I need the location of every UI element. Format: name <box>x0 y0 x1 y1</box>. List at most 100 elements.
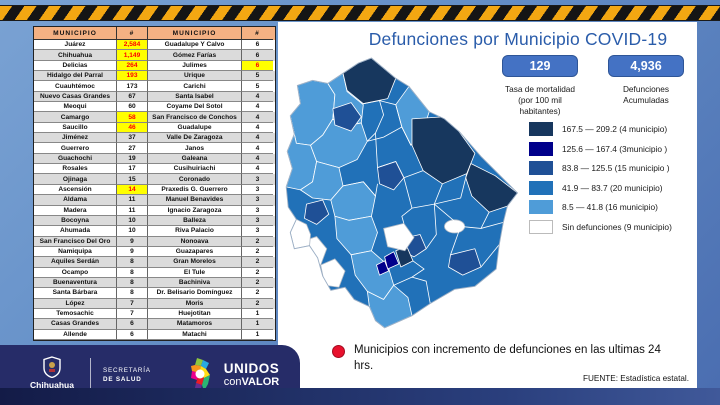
municipality-value-cell: 1,149 <box>117 50 148 61</box>
secretaria-salud-label: SECRETARÍA DE SALUD <box>103 366 151 383</box>
municipality-name-cell: Ahumada <box>34 226 117 237</box>
municipality-value-cell: 173 <box>117 81 148 92</box>
municipality-value-cell: 6 <box>117 319 148 330</box>
municipality-name-cell: Praxedis G. Guerrero <box>148 184 242 196</box>
municipality-name-cell: Saucillo <box>34 122 117 134</box>
legend-swatch-icon <box>529 180 553 195</box>
shield-icon <box>43 355 61 378</box>
municipality-value-cell: 4 <box>242 143 273 154</box>
legend-item: 167.5 — 209.2 (4 municipio) <box>529 122 672 136</box>
municipio-table-body: Juárez 2,584 Guadalupe Y Calvo 6 Chihuahua 1,… <box>34 40 275 340</box>
municipality-name-cell: Chihuahua <box>34 50 117 61</box>
legend-item: 8.5 — 41.8 (16 municipio) <box>529 200 672 214</box>
municipality-name-cell: Buenaventura <box>34 277 117 289</box>
legend-label: Sin defunciones (9 municipio) <box>562 221 672 232</box>
municipality-value-cell: 7 <box>117 308 148 320</box>
legend-label: 125.6 — 167.4 (3municipio ) <box>562 143 668 154</box>
municipality-value-cell: 193 <box>117 71 148 82</box>
municipality-name-cell: Santa Bárbara <box>34 288 117 299</box>
table-row: Ahumada 10 Riva Palacio 3 <box>34 226 275 237</box>
table-header-cell: # <box>242 27 273 40</box>
table-row: Ocampo 8 El Tule 2 <box>34 267 275 278</box>
table-row: Guachochi 19 Galeana 4 <box>34 153 275 165</box>
municipality-value-cell: 10 <box>117 215 148 227</box>
municipality-name-cell: Guazapares <box>148 246 242 258</box>
legend-swatch-icon <box>529 141 553 156</box>
municipality-name-cell: Delicias <box>34 60 117 72</box>
municipality-name-cell: Nonoava <box>148 236 242 247</box>
table-header-cell: # <box>117 27 148 40</box>
table-row: Ojinaga 15 Coronado 3 <box>34 174 275 185</box>
municipality-name-cell: Guachochi <box>34 153 117 165</box>
hazard-stripe <box>0 5 720 21</box>
municipality-value-cell: 4 <box>242 154 273 165</box>
municipality-value-cell: 2 <box>242 237 273 247</box>
municipality-value-cell: 8 <box>117 267 148 278</box>
municipality-name-cell: Dr. Belisario Domínguez <box>148 288 242 299</box>
unidos-text: UNIDOS conVALOR <box>223 361 280 388</box>
municipality-name-cell: San Francisco de Conchos <box>148 112 242 123</box>
municipality-value-cell: 2 <box>242 299 273 309</box>
municipality-value-cell: 3 <box>242 226 273 237</box>
legend-swatch-icon <box>529 200 553 214</box>
mortality-rate-label: Tasa de mortalidad (por 100 mil habitant… <box>504 84 576 116</box>
table-row: López 7 Moris 2 <box>34 298 275 309</box>
mortality-rate-stat: 129 Tasa de mortalidad (por 100 mil habi… <box>502 55 578 116</box>
table-row: San Francisco Del Oro 9 Nonoava 2 <box>34 236 275 247</box>
accumulated-deaths-stat: 4,936 Defunciones Acumuladas <box>608 55 684 106</box>
municipality-name-cell: Julimes <box>148 60 242 72</box>
table-header-cell: MUNICIPIO <box>148 27 242 40</box>
municipality-value-cell: 4 <box>242 112 273 123</box>
municipality-name-cell: Meoqui <box>34 102 117 113</box>
table-row: Casas Grandes 6 Matamoros 1 <box>34 319 275 330</box>
main-panel: Defunciones por Municipio COVID-19 <box>278 22 697 388</box>
municipality-name-cell: Gran Morelos <box>148 257 242 268</box>
municipality-name-cell: Moris <box>148 298 242 309</box>
municipality-name-cell: Ocampo <box>34 267 117 278</box>
municipality-value-cell: 2 <box>242 247 273 258</box>
table-row: Rosales 17 Cusihuiriachi 4 <box>34 164 275 175</box>
municipality-value-cell: 1 <box>242 309 273 320</box>
accumulated-deaths-value: 4,936 <box>608 55 684 77</box>
municipality-value-cell: 7 <box>117 298 148 309</box>
municipality-name-cell: Aldama <box>34 195 117 206</box>
municipality-value-cell: 46 <box>117 122 148 134</box>
table-row: Temosachic 7 Huejotitan 1 <box>34 308 275 320</box>
legend-item: 83.8 — 125.5 (15 municipio ) <box>529 161 672 175</box>
legend-label: 167.5 — 209.2 (4 municipio) <box>562 124 668 134</box>
table-row: Hidalgo del Parral 193 Urique 5 <box>34 71 275 82</box>
municipality-name-cell: Cuauhtémoc <box>34 81 117 92</box>
municipality-value-cell: 37 <box>117 133 148 144</box>
table-row: Ascensión 14 Praxedis G. Guerrero 3 <box>34 184 275 196</box>
municipality-name-cell: Santa Isabel <box>148 91 242 103</box>
municipality-name-cell: Juárez <box>34 40 117 51</box>
municipality-name-cell: Ignacio Zaragoza <box>148 205 242 216</box>
municipality-value-cell: 3 <box>242 195 273 206</box>
legend-item: 125.6 — 167.4 (3municipio ) <box>529 141 672 156</box>
municipality-value-cell: 6 <box>242 40 273 51</box>
municipality-name-cell: Madera <box>34 205 117 216</box>
municipality-name-cell: Huejotitan <box>148 308 242 320</box>
municipality-value-cell: 27 <box>117 143 148 154</box>
municipality-name-cell: Rosales <box>34 164 117 175</box>
municipality-value-cell: 4 <box>242 92 273 103</box>
municipality-name-cell: San Francisco Del Oro <box>34 236 117 247</box>
municipality-value-cell: 4 <box>242 164 273 175</box>
municipality-value-cell: 11 <box>117 205 148 216</box>
municipality-value-cell: 1 <box>242 319 273 330</box>
municipality-value-cell: 58 <box>117 112 148 123</box>
table-row: Cuauhtémoc 173 Carichi 5 <box>34 81 275 92</box>
state-name: Chihuahua <box>30 379 74 390</box>
map-svg <box>285 57 519 329</box>
municipality-value-cell: 3 <box>242 206 273 216</box>
municipality-value-cell: 8 <box>117 288 148 299</box>
municipality-value-cell: 3 <box>242 216 273 227</box>
legend-label: 8.5 — 41.8 (16 municipio) <box>562 202 658 212</box>
municipality-name-cell: Namiquipa <box>34 246 117 258</box>
unidos-con-valor-logo: UNIDOS conVALOR <box>187 357 280 394</box>
bottom-band <box>0 388 720 405</box>
municipality-name-cell: Nuevo Casas Grandes <box>34 91 117 103</box>
table-row: Santa Bárbara 8 Dr. Belisario Domínguez 2 <box>34 288 275 299</box>
municipality-value-cell: 10 <box>117 226 148 237</box>
